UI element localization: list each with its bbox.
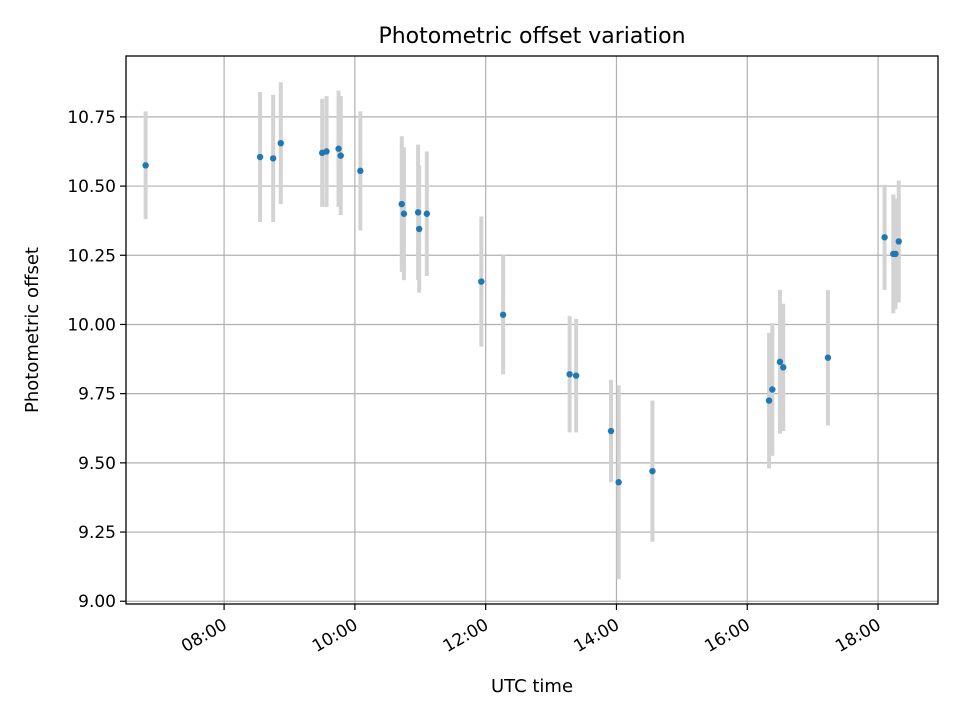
data-point: [572, 372, 580, 379]
data-point: [780, 364, 787, 371]
data-point: [357, 167, 364, 175]
data-point: [400, 210, 408, 217]
y-tick-label: 9.75: [78, 385, 116, 405]
data-point: [765, 397, 773, 404]
data-point: [607, 427, 615, 435]
data-point: [423, 210, 431, 217]
y-tick-label: 9.50: [78, 454, 116, 474]
y-tick-label: 9.00: [78, 592, 116, 612]
data-points: [142, 139, 902, 486]
data-point: [323, 148, 330, 155]
plot-frame: [125, 55, 939, 605]
data-point: [142, 162, 149, 169]
y-tick-label: 10.50: [67, 177, 116, 197]
data-point: [566, 371, 573, 378]
y-tick-label: 10.75: [67, 108, 116, 128]
data-point: [895, 238, 902, 245]
data-point: [478, 278, 485, 285]
data-point: [769, 386, 776, 393]
data-point: [892, 250, 899, 258]
data-point: [277, 139, 284, 147]
data-point: [776, 358, 784, 366]
data-point: [615, 479, 622, 486]
y-tick-label: 10.00: [67, 315, 116, 335]
data-point: [398, 200, 405, 208]
y-tick-label: 9.25: [78, 523, 116, 543]
data-point: [649, 467, 656, 475]
data-point: [499, 311, 507, 318]
y-axis-label: Photometric offset: [22, 247, 43, 413]
x-axis-label: UTC time: [491, 676, 573, 697]
data-point: [269, 155, 277, 162]
grid: [126, 56, 938, 604]
data-point: [824, 354, 832, 361]
data-point: [335, 145, 342, 152]
data-point: [414, 209, 422, 216]
data-point: [337, 152, 344, 159]
y-tick-label: 10.25: [67, 246, 116, 266]
chart-title: Photometric offset variation: [378, 24, 685, 49]
data-point: [256, 153, 264, 161]
data-point: [881, 234, 888, 241]
data-point: [415, 225, 423, 233]
